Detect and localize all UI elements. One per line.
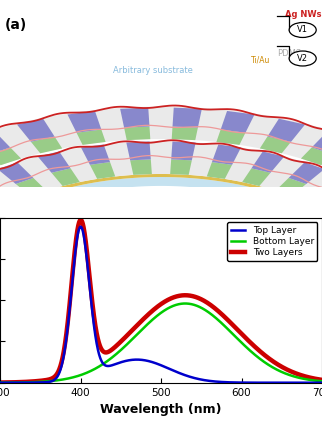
Text: PDMS: PDMS: [277, 49, 301, 58]
Legend: Top Layer, Bottom Layer, Two Layers: Top Layer, Bottom Layer, Two Layers: [227, 222, 317, 261]
Polygon shape: [0, 107, 322, 204]
Polygon shape: [170, 160, 192, 175]
Polygon shape: [267, 119, 305, 142]
Polygon shape: [301, 147, 322, 165]
Bottom Layer: [311, 378, 315, 383]
Polygon shape: [52, 168, 80, 186]
Polygon shape: [221, 111, 254, 133]
Two Layers: [0, 380, 2, 385]
Circle shape: [289, 22, 316, 37]
Polygon shape: [212, 144, 241, 165]
Bottom Layer: [146, 321, 150, 326]
Polygon shape: [172, 126, 198, 140]
Line: Bottom Layer: Bottom Layer: [0, 304, 322, 383]
Polygon shape: [216, 129, 245, 145]
Top Layer: [14, 380, 18, 385]
Text: Ag NWs: Ag NWs: [285, 10, 321, 19]
Polygon shape: [0, 190, 16, 209]
Polygon shape: [276, 178, 306, 196]
Polygon shape: [68, 111, 101, 133]
Polygon shape: [17, 119, 55, 142]
Two Layers: [252, 343, 256, 348]
X-axis label: Wavelength (nm): Wavelength (nm): [100, 403, 222, 416]
Polygon shape: [120, 108, 149, 128]
Polygon shape: [260, 137, 291, 154]
Polygon shape: [207, 162, 232, 179]
Polygon shape: [242, 168, 270, 186]
Circle shape: [289, 51, 316, 66]
Two Layers: [311, 376, 315, 381]
Polygon shape: [90, 162, 115, 179]
Polygon shape: [0, 147, 21, 165]
Polygon shape: [0, 141, 322, 230]
Polygon shape: [31, 137, 62, 154]
Two Layers: [311, 376, 315, 381]
Top Layer: [0, 380, 2, 385]
Top Layer: [146, 359, 150, 364]
Polygon shape: [306, 190, 322, 209]
Text: Arbitrary substrate: Arbitrary substrate: [113, 66, 193, 74]
Text: V1: V1: [297, 25, 308, 34]
Two Layers: [14, 380, 18, 385]
Top Layer: [252, 380, 256, 385]
Polygon shape: [173, 108, 202, 128]
Polygon shape: [81, 144, 110, 165]
Bottom Layer: [0, 380, 2, 385]
Polygon shape: [251, 151, 284, 173]
Polygon shape: [130, 160, 152, 175]
Bottom Layer: [252, 351, 256, 356]
Two Layers: [155, 305, 159, 310]
Polygon shape: [0, 131, 10, 155]
Bottom Layer: [155, 313, 158, 319]
Top Layer: [155, 361, 159, 366]
Bottom Layer: [183, 301, 187, 306]
Polygon shape: [289, 162, 322, 184]
Two Layers: [146, 312, 150, 317]
Polygon shape: [312, 131, 322, 155]
Top Layer: [79, 224, 83, 229]
Bottom Layer: [320, 379, 322, 384]
Two Layers: [79, 217, 83, 222]
Polygon shape: [77, 129, 106, 145]
Text: (a): (a): [5, 18, 27, 31]
Top Layer: [311, 380, 315, 385]
Line: Top Layer: Top Layer: [0, 227, 322, 383]
Polygon shape: [0, 177, 322, 241]
Text: V2: V2: [297, 54, 308, 63]
Polygon shape: [38, 151, 71, 173]
Polygon shape: [126, 141, 151, 160]
Polygon shape: [16, 178, 46, 196]
Top Layer: [320, 380, 322, 385]
Bottom Layer: [311, 378, 315, 383]
Bottom Layer: [14, 380, 18, 385]
Top Layer: [311, 380, 315, 385]
Polygon shape: [124, 126, 150, 140]
Two Layers: [320, 377, 322, 382]
Polygon shape: [0, 174, 322, 227]
Polygon shape: [171, 141, 196, 160]
Text: Ti/Au: Ti/Au: [251, 56, 270, 65]
Polygon shape: [0, 162, 33, 184]
Line: Two Layers: Two Layers: [0, 220, 322, 383]
